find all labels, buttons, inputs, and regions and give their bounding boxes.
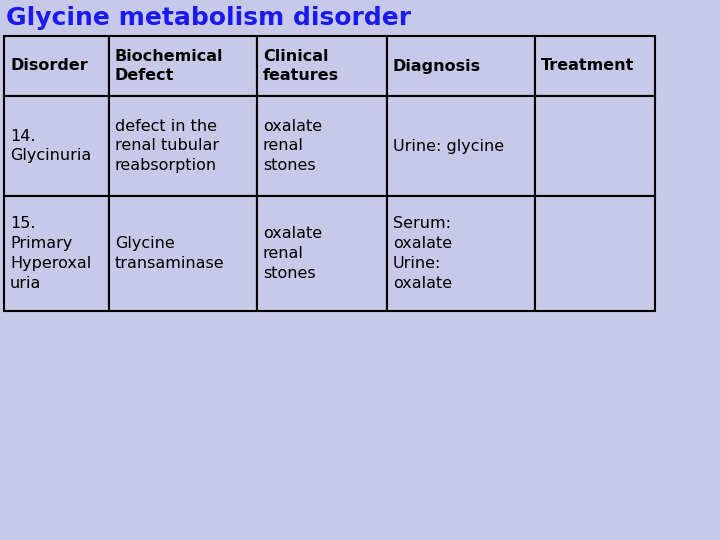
Bar [4,96,109,196]
Bar [535,36,655,96]
Bar [109,36,257,96]
Bar [387,196,535,311]
Bar [257,196,387,311]
Bar [257,96,387,196]
Bar [4,36,109,96]
Bar [257,36,387,96]
Text: defect in the
renal tubular
reabsorption: defect in the renal tubular reabsorption [115,119,219,173]
Text: Treatment: Treatment [541,58,634,73]
Text: Serum:
oxalate
Urine:
oxalate: Serum: oxalate Urine: oxalate [393,217,452,291]
Bar [387,96,535,196]
Bar [387,36,535,96]
Text: oxalate
renal
stones: oxalate renal stones [263,226,322,281]
Text: Urine: glycine: Urine: glycine [393,138,504,153]
Bar [109,96,257,196]
Text: oxalate
renal
stones: oxalate renal stones [263,119,322,173]
Text: Clinical
features: Clinical features [263,49,339,83]
Text: Glycine
transaminase: Glycine transaminase [115,236,225,271]
Bar [535,96,655,196]
Text: 14.
Glycinuria: 14. Glycinuria [10,129,91,164]
Text: 15.
Primary
Hyperoxal
uria: 15. Primary Hyperoxal uria [10,217,91,291]
Text: Disorder: Disorder [10,58,88,73]
Bar [109,196,257,311]
Text: Biochemical
Defect: Biochemical Defect [115,49,223,83]
Bar [535,196,655,311]
Bar [4,196,109,311]
Text: Glycine metabolism disorder: Glycine metabolism disorder [6,6,411,30]
Text: Diagnosis: Diagnosis [393,58,481,73]
